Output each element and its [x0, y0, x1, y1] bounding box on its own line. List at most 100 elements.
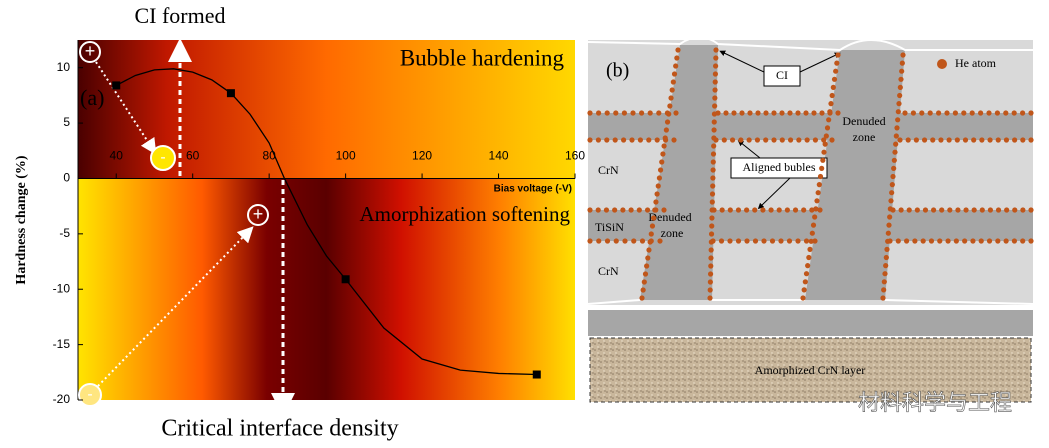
he-atom [897, 137, 903, 143]
he-atom [711, 135, 717, 141]
he-atom [883, 263, 889, 269]
he-atom [805, 263, 811, 269]
he-atom [711, 127, 717, 133]
he-atom [804, 137, 810, 143]
panel-label: (a) [80, 85, 104, 110]
he-atom [796, 137, 802, 143]
he-atom [712, 87, 718, 93]
he-atom [881, 287, 887, 293]
he-atom [885, 238, 891, 244]
fit-line [115, 68, 537, 376]
panel-label: (b) [606, 60, 629, 82]
pointer [719, 50, 765, 73]
marker-circle [150, 145, 176, 171]
he-atom [668, 95, 674, 101]
he-atom [657, 167, 664, 173]
he-atom [644, 207, 651, 213]
he-atom [645, 255, 651, 261]
he-atom [721, 137, 727, 143]
label-box [730, 157, 828, 179]
substrate-band [588, 310, 1033, 336]
he-atom [710, 183, 716, 189]
he-atom [709, 223, 715, 229]
he-atom [893, 141, 899, 147]
he-atom [630, 110, 636, 116]
he-atom [587, 110, 593, 116]
he-atom [807, 246, 813, 252]
he-atom [657, 238, 663, 244]
he-atom [776, 207, 782, 213]
he-atom [1011, 238, 1018, 244]
he-atom [637, 137, 644, 143]
he-atom [890, 173, 896, 180]
he-atom [1012, 137, 1018, 143]
he-atom [821, 137, 827, 143]
y-tick-label: -10 [53, 281, 71, 295]
he-atom [746, 137, 752, 143]
he-atom [711, 119, 717, 125]
he-atom [803, 110, 809, 116]
layer-label: CrN [598, 264, 619, 278]
marker: + [85, 41, 96, 61]
he-atom [739, 110, 745, 116]
he-atom [946, 137, 952, 143]
x-axis-label: Bias voltage (-V) [494, 184, 572, 195]
x-tick-label: 100 [336, 149, 356, 163]
he-atom [1003, 238, 1009, 244]
he-atom [899, 68, 905, 74]
he-atom [834, 60, 840, 66]
data-point [112, 81, 121, 90]
he-atom [641, 279, 647, 285]
he-atom [812, 214, 818, 220]
y-tick-label: 0 [63, 171, 70, 185]
he-atom [709, 207, 715, 213]
he-atom [822, 141, 828, 147]
he-atom [826, 117, 832, 123]
he-atom [707, 279, 713, 285]
he-atom [675, 47, 681, 53]
he-atom [795, 110, 801, 116]
he-atom [1020, 207, 1026, 213]
he-atom [801, 207, 807, 213]
he-atom [712, 103, 718, 109]
he-atom [986, 238, 993, 244]
he-atom [707, 295, 713, 301]
he-atom [671, 71, 678, 77]
he-atom [817, 173, 824, 180]
he-atom [763, 110, 769, 116]
he-atom [828, 101, 834, 107]
he-atom [900, 52, 906, 58]
he-atom [806, 254, 812, 261]
he-atom [899, 60, 905, 66]
legend-label: He atom [955, 56, 997, 70]
he-atom [1003, 137, 1010, 143]
he-atom [891, 165, 897, 171]
zone-label: Denuded [842, 114, 885, 128]
arrow [95, 61, 157, 155]
he-atom [629, 137, 635, 143]
he-atom [674, 55, 680, 61]
he-atom [812, 238, 818, 244]
he-atom [719, 207, 725, 213]
he-atom [1003, 110, 1009, 116]
he-atom [819, 110, 825, 116]
he-atom [667, 103, 673, 109]
he-atom [1028, 238, 1034, 244]
he-atom [1012, 207, 1018, 213]
y-tick-label: 5 [63, 115, 70, 129]
he-atom [979, 207, 985, 213]
he-atom [779, 137, 785, 143]
he-atom [603, 207, 610, 213]
he-atom [963, 207, 969, 213]
he-atom [596, 238, 602, 244]
he-atom [833, 68, 839, 74]
he-atom [752, 238, 759, 244]
he-atom [752, 207, 758, 213]
he-atom [595, 137, 602, 143]
he-atom [816, 182, 822, 188]
he-atom [896, 101, 902, 107]
he-atom [823, 133, 829, 139]
he-atom [820, 157, 826, 163]
he-atom [671, 137, 677, 143]
